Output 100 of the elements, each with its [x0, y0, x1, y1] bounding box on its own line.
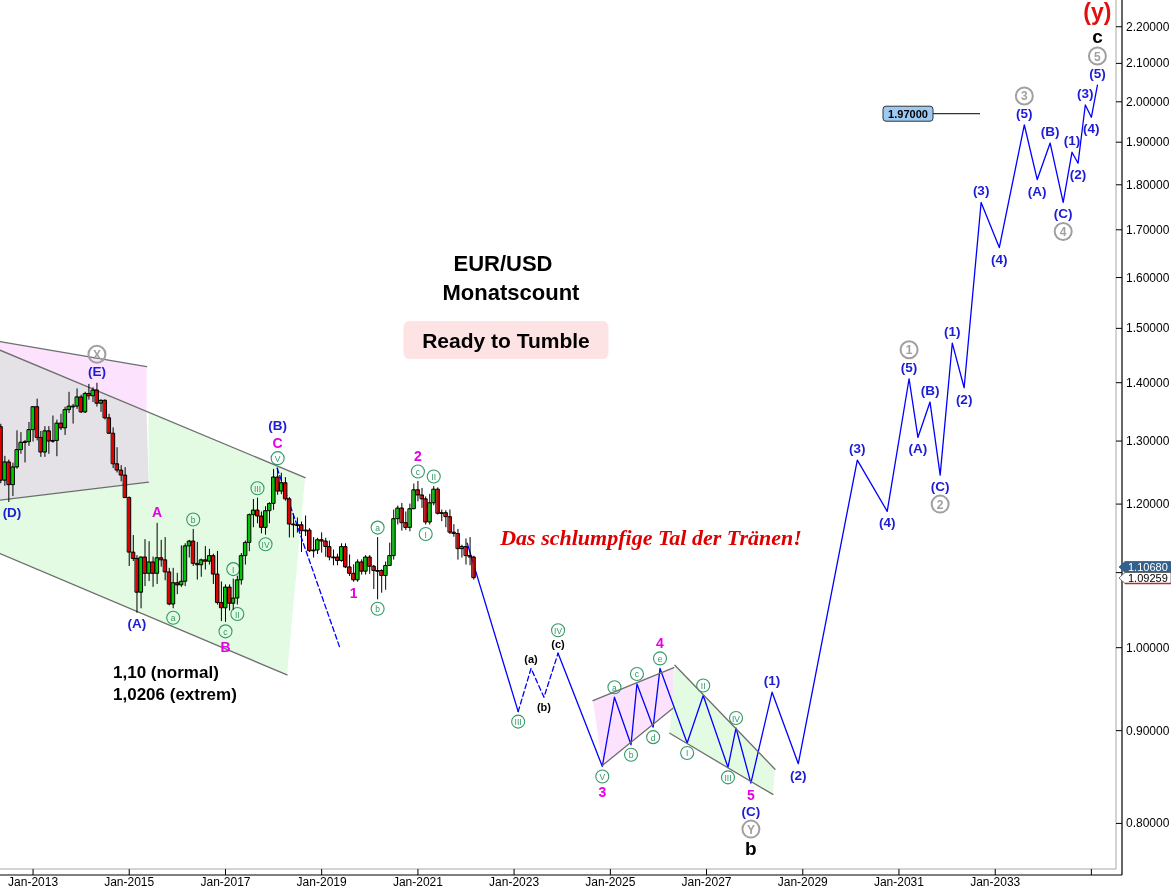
annotation: b: [375, 604, 381, 615]
annotation: (C): [741, 804, 761, 820]
annotation: 1: [905, 343, 913, 358]
annotation: (b): [536, 700, 552, 713]
annotation: (4): [1083, 121, 1100, 137]
annotation: (1): [763, 673, 781, 689]
annotation: (a): [524, 652, 539, 665]
annotation: a: [170, 613, 176, 624]
annotation: b: [628, 750, 634, 761]
annotation: 2: [936, 497, 944, 512]
annotation: C: [272, 434, 283, 451]
y-tick-label: 1.30000: [1126, 434, 1170, 449]
annotation: c: [634, 669, 640, 680]
y-tick-label: 0.90000: [1126, 723, 1170, 738]
annotation: (5): [900, 359, 918, 375]
y-tick-label: 1.50000: [1126, 321, 1170, 336]
annotation: I: [424, 529, 427, 540]
annotation: (y): [1083, 0, 1112, 26]
annotation: c: [223, 626, 229, 637]
x-tick-label: Jan-2017: [200, 874, 251, 888]
y-tick-label: 1.90000: [1126, 135, 1170, 150]
annotation: (3): [972, 183, 990, 199]
annotation: (5): [1016, 105, 1033, 121]
x-tick-label: Jan-2021: [392, 874, 444, 888]
y-tick-label: 1.20000: [1126, 497, 1170, 512]
annotation: (5): [1089, 66, 1106, 82]
annotation: (C): [930, 479, 950, 495]
y-tick-label: 1.60000: [1126, 270, 1170, 285]
text: 1.09259: [1128, 572, 1168, 584]
annotation: b: [190, 514, 196, 525]
annotation: III: [724, 772, 732, 783]
annotation: X: [92, 347, 101, 362]
annotation: (3): [849, 441, 866, 457]
annotation: Y: [746, 822, 755, 837]
annotation: (3): [1077, 85, 1094, 101]
annotation: 2: [414, 447, 423, 464]
annotation: II: [234, 609, 240, 620]
annotation: I: [685, 748, 689, 759]
annotation: A: [152, 503, 163, 520]
annotation: (A): [908, 441, 928, 457]
ref-line-label: 1.97000: [888, 107, 928, 120]
annotation: 1,10 (normal): [113, 662, 219, 682]
annotation: b: [745, 838, 757, 860]
annotation: a: [612, 682, 618, 693]
annotation: (B): [268, 418, 288, 434]
y-tick-label: 2.20000: [1126, 19, 1170, 34]
annotation: (1): [1063, 133, 1081, 149]
annotation: (1): [944, 324, 961, 340]
y-tick-label: 0.80000: [1126, 816, 1170, 831]
annotation: c: [415, 466, 421, 477]
annotation: (2): [790, 767, 807, 783]
annotation: I: [232, 564, 235, 575]
x-tick-label: Jan-2031: [873, 874, 925, 888]
y-tick-label: 1.70000: [1126, 222, 1170, 237]
annotation: 3: [598, 783, 607, 800]
y-tick-label: 2.00000: [1126, 94, 1170, 109]
annotation: Das schlumpfige Tal der Tränen!: [499, 524, 802, 550]
text: Monatscount: [442, 279, 581, 305]
text: 1.10680: [1128, 561, 1168, 573]
annotation: B: [220, 638, 231, 655]
annotation: d: [650, 732, 656, 743]
annotation: 3: [1020, 89, 1028, 104]
annotation: (2): [1069, 167, 1087, 183]
text: EUR/USD: [453, 250, 553, 276]
annotation: 5: [746, 786, 755, 803]
y-tick-label: 1.80000: [1126, 177, 1170, 192]
annotation: (4): [991, 251, 1008, 267]
x-tick-label: Jan-2027: [681, 874, 732, 888]
annotation: (B): [1040, 124, 1060, 140]
annotation: (2): [955, 391, 973, 407]
annotation: Ready to Tumble: [422, 328, 590, 352]
x-tick-label: Jan-2013: [8, 874, 59, 888]
annotation: (A): [1027, 183, 1047, 199]
y-tick-label: 1.40000: [1126, 375, 1170, 390]
annotation: 1: [349, 584, 358, 601]
y-tick-label: 2.10000: [1126, 56, 1170, 71]
annotation: II: [700, 681, 706, 692]
annotation: (A): [127, 616, 147, 632]
annotation: V: [599, 771, 606, 782]
annotation: (4): [878, 515, 896, 531]
annotation: c: [1092, 26, 1104, 48]
annotation: (D): [2, 505, 22, 521]
x-tick-label: Jan-2033: [970, 874, 1021, 888]
annotation: 4: [656, 634, 665, 651]
annotation: II: [431, 472, 437, 483]
annotation: III: [514, 717, 522, 728]
y-tick-label: 1.00000: [1126, 640, 1170, 655]
x-tick-label: Jan-2019: [296, 874, 347, 888]
x-tick-label: Jan-2023: [489, 874, 540, 888]
annotation: V: [274, 453, 281, 464]
x-tick-label: Jan-2025: [585, 874, 636, 888]
x-tick-label: Jan-2015: [104, 874, 155, 888]
x-tick-label: Jan-2029: [777, 874, 829, 888]
annotation: a: [375, 523, 381, 534]
annotation: (B): [920, 383, 940, 399]
annotation: (E): [87, 364, 106, 380]
annotation: 4: [1059, 224, 1067, 239]
annotation: e: [657, 653, 663, 664]
annotation: (c): [551, 637, 566, 650]
annotation: 1,0206 (extrem): [113, 684, 237, 704]
